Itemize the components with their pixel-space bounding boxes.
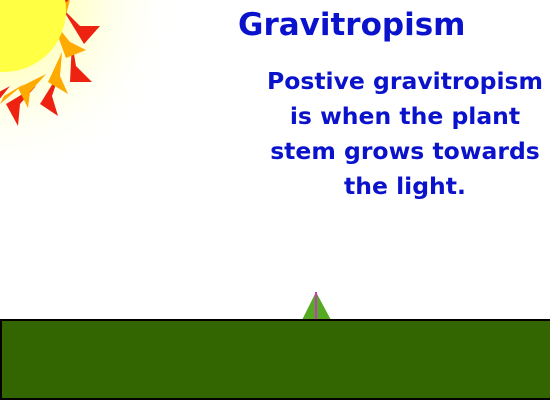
sun-core [0,0,66,72]
sun-icon [0,0,180,160]
slide-description: Postive gravitropism is when the plant s… [266,67,544,200]
ground-scene [0,292,550,400]
slide-title: Gravitropism [238,7,466,43]
ground [0,319,550,400]
